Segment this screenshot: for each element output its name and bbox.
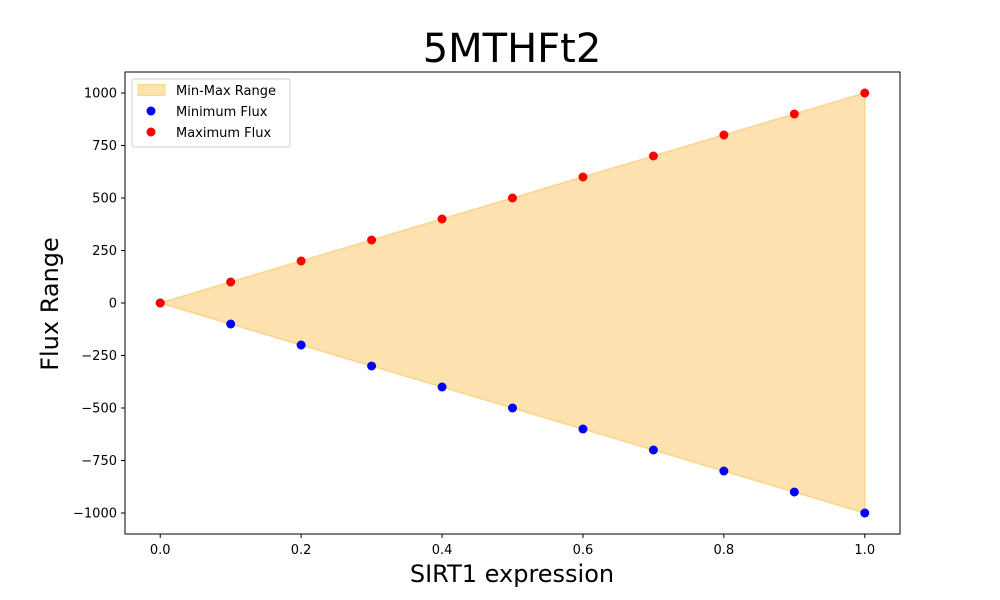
maximum-flux-point — [508, 193, 517, 203]
y-axis-label: Flux Range — [36, 237, 64, 371]
legend-label-range: Min-Max Range — [176, 84, 276, 99]
y-tick-label: 750 — [92, 139, 117, 154]
minimum-flux-point — [789, 487, 799, 497]
maximum-flux-point — [578, 172, 588, 182]
x-tick-label: 0.4 — [432, 543, 453, 558]
legend-label-maximum: Maximum Flux — [176, 126, 272, 141]
maximum-flux-point — [648, 151, 658, 161]
minimum-flux-point — [648, 445, 658, 455]
minimum-flux-point — [578, 424, 588, 434]
legend-box — [131, 78, 291, 148]
maximum-flux-point — [296, 256, 306, 266]
chart-title: 5MTHFt2 — [423, 26, 602, 72]
y-tick-label: 250 — [92, 244, 117, 259]
maximum-flux-point — [367, 235, 377, 245]
plot-area — [155, 88, 870, 518]
legend: Min-Max Range Minimum Flux Maximum Flux — [131, 78, 291, 148]
legend-marker-maximum — [146, 127, 156, 137]
minimum-flux-point — [367, 361, 377, 371]
minimum-flux-point — [508, 403, 517, 413]
y-tick-label: 1000 — [84, 87, 117, 102]
x-tick-label: 0.6 — [573, 543, 594, 558]
y-tick-label: 0 — [109, 297, 117, 312]
range-fill-area — [157, 91, 866, 515]
maximum-flux-point — [789, 109, 799, 119]
legend-marker-minimum — [146, 106, 156, 116]
legend-label-minimum: Minimum Flux — [176, 105, 268, 120]
x-tick-label: 1.0 — [854, 543, 875, 558]
x-axis-label: SIRT1 expression — [410, 560, 614, 588]
legend-swatch-range — [137, 84, 166, 96]
minimum-flux-point — [226, 319, 236, 329]
maximum-flux-point — [437, 214, 447, 224]
axes: 0.0 0.2 0.4 0.6 0.8 1.0 1000 750 500 250 0 −250 −500… — [73, 71, 901, 558]
minimum-flux-point — [719, 466, 729, 476]
minimum-flux-point — [437, 382, 447, 392]
y-tick-label: −1000 — [73, 507, 117, 522]
minimum-flux-point — [296, 340, 306, 350]
y-tick-label: 500 — [92, 192, 117, 207]
maximum-flux-point — [719, 130, 729, 140]
maximum-flux-point — [155, 298, 165, 308]
y-tick-label: −500 — [81, 402, 117, 417]
minimum-flux-point — [860, 508, 870, 518]
x-tick-label: 0.0 — [150, 543, 171, 558]
y-tick-label: −250 — [81, 349, 117, 364]
maximum-flux-point — [860, 88, 870, 98]
x-tick-label: 0.2 — [291, 543, 312, 558]
x-tick-label: 0.8 — [714, 543, 735, 558]
maximum-flux-point — [226, 277, 236, 287]
y-tick-label: −750 — [81, 454, 117, 469]
